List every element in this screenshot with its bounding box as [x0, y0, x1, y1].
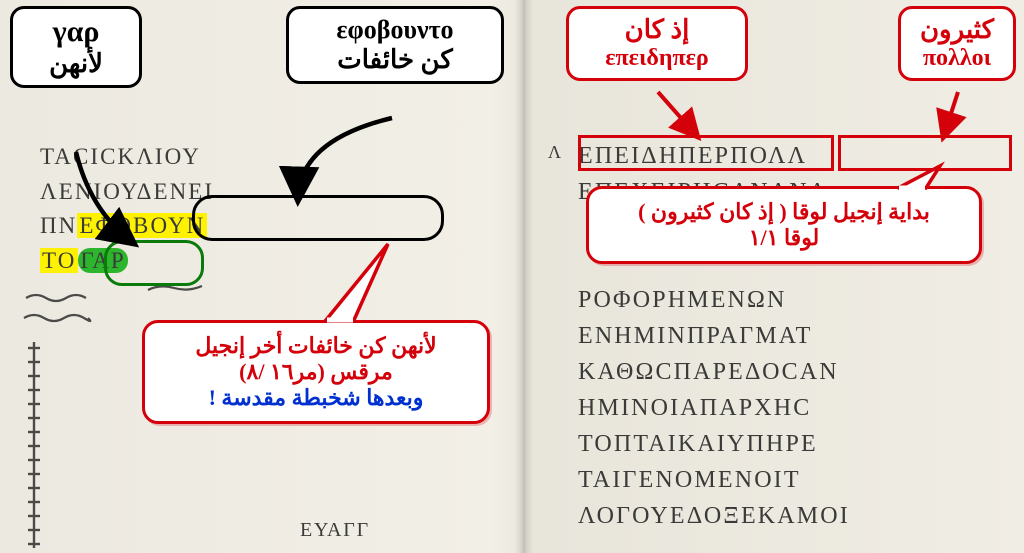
label-efobounto: εφοβουντο كن خائفات [286, 6, 504, 84]
label-epeideper-arabic: إذ كان [583, 15, 731, 45]
callout-luke: بداية إنجيل لوقا ( إذ كان كثيرون ) لوقا … [586, 186, 982, 264]
callout-mark: لأنهن كن خائفات أخر إنجيل مرقس (مر١٦ /٨)… [142, 320, 490, 424]
label-gar-arabic: لأنهن [27, 49, 125, 79]
label-gar-greek: γαρ [27, 15, 125, 49]
callout-mark-line2: مرقس (مر١٦ /٨) [163, 359, 469, 385]
highlight-box-polloi [838, 135, 1012, 171]
highlight-oval-gar [104, 240, 204, 286]
label-polloi-greek: πολλοι [915, 45, 999, 72]
label-polloi: كثيرون πολλοι [898, 6, 1016, 81]
callout-mark-line1: لأنهن كن خائفات أخر إنجيل [163, 333, 469, 359]
label-polloi-arabic: كثيرون [915, 15, 999, 45]
highlight-oval-efoboun [192, 195, 444, 241]
label-epeideper: إذ كان επειδηπερ [566, 6, 748, 81]
manuscript-left-bottom-fragment: ΕΥΑΓΓ [300, 515, 370, 545]
label-efobounto-greek: εφοβουντο [303, 15, 487, 45]
label-epeideper-greek: επειδηπερ [583, 45, 731, 72]
label-gar: γαρ لأنهن [10, 6, 142, 88]
label-efobounto-arabic: كن خائفات [303, 45, 487, 75]
highlight-box-epeideper [578, 135, 834, 171]
manuscript-lambda-mark: Λ [548, 142, 561, 163]
callout-luke-line1: بداية إنجيل لوقا ( إذ كان كثيرون ) [607, 199, 961, 225]
callout-luke-line2: لوقا ١/١ [607, 225, 961, 251]
callout-mark-line3: وبعدها شخبطة مقدسة ! [163, 385, 469, 411]
